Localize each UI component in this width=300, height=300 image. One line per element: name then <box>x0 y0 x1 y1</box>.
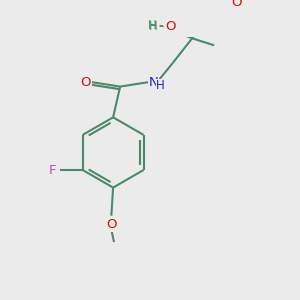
Text: –: – <box>158 20 164 33</box>
Text: H: H <box>156 79 165 92</box>
Text: O: O <box>232 0 242 9</box>
Text: H: H <box>147 20 156 32</box>
Text: O: O <box>106 218 117 231</box>
Text: O: O <box>165 20 175 33</box>
Text: F: F <box>49 164 57 176</box>
Text: N: N <box>148 76 158 89</box>
Text: O: O <box>164 20 175 32</box>
Text: –: – <box>158 20 164 32</box>
Text: H: H <box>149 20 158 33</box>
Text: O: O <box>81 76 91 89</box>
